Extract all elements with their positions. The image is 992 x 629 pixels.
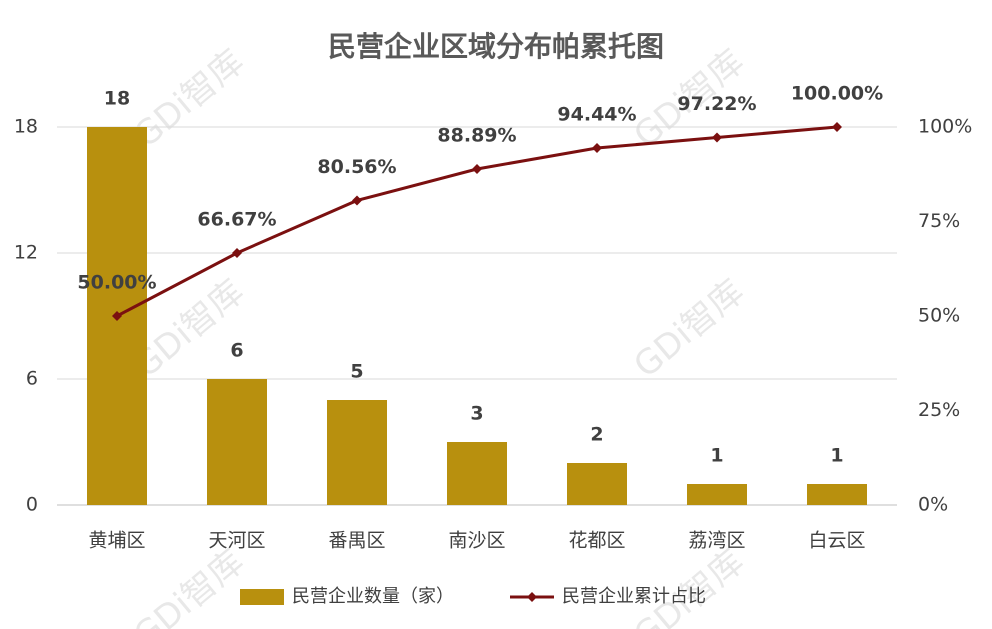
bar	[447, 442, 507, 505]
x-tick-label: 番禺区	[328, 530, 385, 552]
bar-value-label: 1	[710, 445, 723, 467]
x-tick-label: 白云区	[808, 530, 865, 552]
y-tick-label: 18	[14, 116, 38, 138]
line-marker	[232, 247, 242, 258]
y2-tick-label: 75%	[918, 210, 960, 232]
bar	[567, 463, 627, 505]
x-tick-label: 南沙区	[448, 530, 505, 552]
line-value-label: 50.00%	[77, 272, 156, 294]
x-tick-label: 天河区	[208, 530, 265, 552]
watermark: GDi智库	[126, 542, 251, 629]
line-value-label: 100.00%	[791, 83, 883, 105]
line-marker	[712, 132, 722, 143]
watermark: GDi智库	[626, 272, 751, 386]
legend-label: 民营企业累计占比	[562, 586, 706, 607]
y2-tick-label: 25%	[918, 399, 960, 421]
line-marker	[832, 122, 842, 132]
y2-tick-label: 50%	[918, 305, 960, 327]
legend-label: 民营企业数量（家）	[292, 586, 454, 607]
y-tick-label: 6	[26, 368, 38, 390]
bar-value-label: 1	[830, 445, 843, 467]
bar	[327, 400, 387, 505]
line-marker	[112, 311, 122, 321]
line-marker	[592, 143, 602, 154]
legend-swatch	[527, 592, 537, 602]
y2-tick-label: 100%	[918, 116, 972, 138]
bar	[207, 379, 267, 505]
bar	[807, 484, 867, 505]
y2-tick-label: 0%	[918, 494, 948, 516]
legend-swatch	[240, 589, 284, 605]
bar-value-label: 5	[350, 361, 363, 383]
line-marker	[352, 195, 362, 206]
bar	[687, 484, 747, 505]
bar-value-label: 6	[230, 340, 243, 362]
line-value-label: 80.56%	[317, 156, 396, 178]
line-value-label: 97.22%	[677, 93, 756, 115]
line-value-label: 66.67%	[197, 208, 276, 230]
y-tick-label: 0	[26, 494, 38, 516]
line-value-label: 88.89%	[437, 124, 516, 146]
y-tick-label: 12	[14, 242, 38, 264]
bar-value-label: 2	[590, 424, 603, 446]
bar-value-label: 3	[470, 403, 483, 425]
line-value-label: 94.44%	[557, 104, 636, 126]
chart-title: 民营企业区域分布帕累托图	[328, 30, 664, 63]
x-tick-label: 荔湾区	[688, 530, 745, 552]
line-marker	[472, 163, 482, 174]
bar-value-label: 18	[104, 88, 130, 110]
x-tick-label: 黄埔区	[88, 530, 145, 552]
x-tick-label: 花都区	[568, 530, 625, 552]
